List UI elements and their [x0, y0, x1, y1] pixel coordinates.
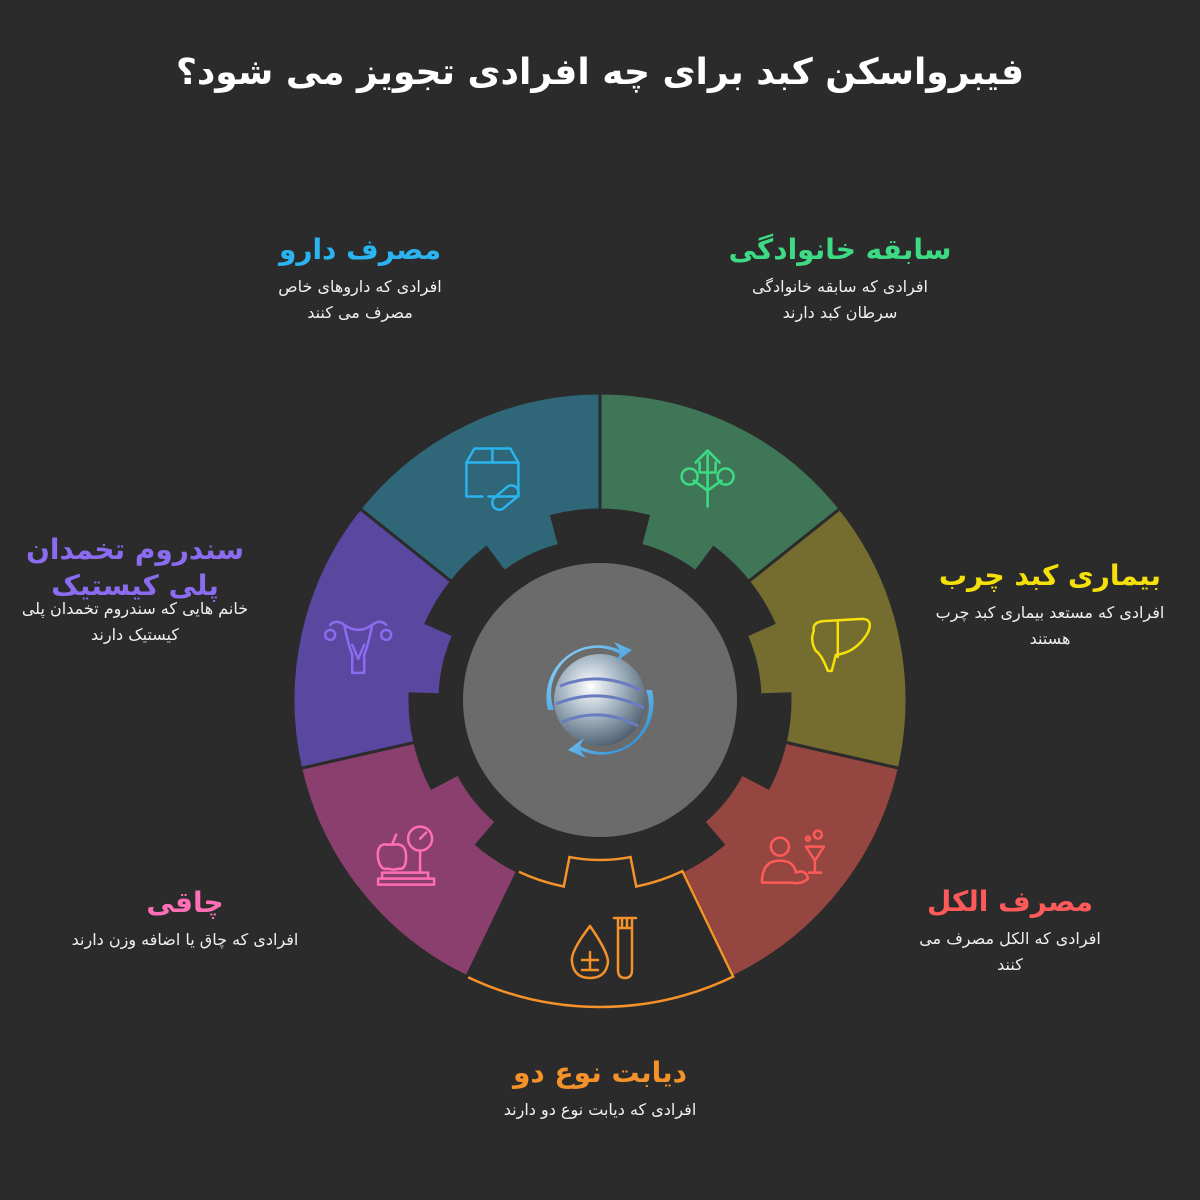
blood-drop-test-tube-icon — [570, 916, 638, 980]
heading: سابقه خانوادگی — [728, 233, 952, 266]
page-title: فیبرواسکن کبد برای چه افرادی تجویز می شو… — [175, 52, 1025, 93]
label-pcos: سندروم تخمدان پلی کیستیک خانم هایی که سن… — [0, 532, 270, 648]
description: افرادی که الکل مصرف می کنند — [919, 929, 1101, 974]
segment-diabetes — [465, 855, 735, 1009]
heading: سندروم تخمدان پلی کیستیک — [25, 533, 245, 602]
description: افرادی که مستعد بیماری کبد چرب هستند — [935, 603, 1165, 648]
heading: چاقی — [146, 886, 224, 919]
segment-medication — [357, 391, 602, 584]
segment-family-history — [598, 391, 843, 584]
description: افرادی که چاق یا اضافه وزن دارند — [71, 930, 299, 949]
description: افرادی که داروهای خاص مصرف می کنند — [278, 277, 442, 322]
segment-obesity — [298, 740, 520, 979]
liver-icon — [810, 617, 871, 673]
uterus-icon — [323, 620, 393, 675]
fibroscan-logo-icon — [546, 642, 654, 758]
heading: مصرف دارو — [278, 233, 442, 266]
description: افرادی که سابقه خانوادگی سرطان کبد دارند — [752, 277, 928, 322]
segment-alcohol — [680, 740, 902, 979]
description: خانم هایی که سندروم تخمدان پلی کیستیک دا… — [21, 599, 249, 644]
segment-pcos — [291, 506, 456, 771]
person-drink-icon — [760, 829, 826, 885]
heading: بیماری کبد چرب — [938, 559, 1162, 592]
label-diabetes: دیابت نوع دو افرادی که دیابت نوع دو دارن… — [440, 1055, 760, 1123]
heading: دیابت نوع دو — [512, 1056, 687, 1089]
family-tree-icon — [680, 449, 735, 508]
medicine-box-pill-icon — [465, 447, 520, 511]
label-fatty-liver: بیماری کبد چرب افرادی که مستعد بیماری کب… — [900, 558, 1200, 652]
apple-scale-icon — [376, 825, 436, 886]
label-medication: مصرف دارو افرادی که داروهای خاص مصرف می … — [200, 232, 520, 326]
description: افرادی که دیابت نوع دو دارند — [503, 1100, 697, 1119]
heading: مصرف الکل — [926, 885, 1093, 918]
segment-fatty-liver — [744, 506, 909, 771]
label-obesity: چاقی افرادی که چاق یا اضافه وزن دارند — [25, 885, 345, 953]
label-family-history: سابقه خانوادگی افرادی که سابقه خانوادگی … — [680, 232, 1000, 326]
label-alcohol: مصرف الکل افرادی که الکل مصرف می کنند — [850, 884, 1170, 978]
